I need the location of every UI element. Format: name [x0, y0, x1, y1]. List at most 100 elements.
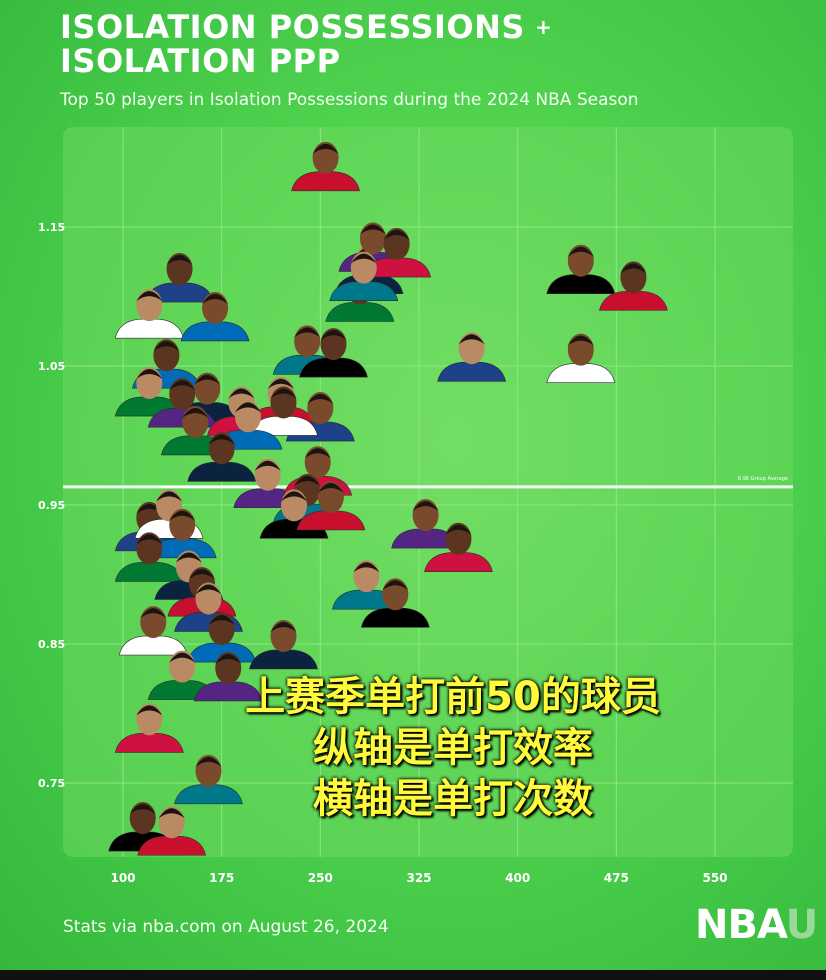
x-tick-label: 550 [702, 871, 727, 885]
player-jersey [325, 302, 395, 322]
player-point [285, 392, 355, 442]
player-hair [136, 534, 163, 545]
caption-line-2: 纵轴是单打效率 [313, 725, 593, 771]
player-hair [195, 584, 222, 595]
player-jersey [546, 274, 616, 294]
player-jersey [180, 321, 250, 342]
player-hair [136, 291, 163, 302]
player-point [114, 532, 184, 582]
player-point [259, 489, 329, 539]
player-point [599, 261, 668, 311]
player-point [329, 251, 399, 301]
title-plus: + [534, 15, 553, 39]
x-tick-label: 100 [110, 871, 135, 885]
player-point [360, 578, 430, 628]
player-hair [175, 552, 202, 563]
player-hair [267, 378, 294, 389]
player-hair [136, 369, 163, 380]
player-jersey [114, 318, 184, 339]
player-hair [234, 402, 261, 413]
player-jersey [137, 835, 207, 856]
y-tick-label: 0.85 [38, 638, 65, 651]
y-tick-label: 0.95 [38, 499, 65, 512]
player-point [362, 228, 432, 278]
player-jersey [599, 291, 668, 311]
player-jersey [329, 281, 399, 301]
player-jersey [114, 733, 184, 753]
player-hair [412, 501, 439, 512]
chinese-caption: 上赛季单打前50的球员 纵轴是单打效率 横轴是单打次数 [0, 672, 826, 825]
player-hair [169, 652, 196, 663]
player-hair [158, 808, 185, 819]
player-jersey [360, 608, 430, 628]
player-jersey [291, 171, 360, 192]
player-hair [140, 608, 167, 619]
player-jersey [546, 363, 616, 383]
nbau-logo: NBAU [695, 902, 819, 948]
player-hair [208, 615, 235, 626]
player-point [437, 332, 507, 382]
player-hair [445, 524, 472, 535]
player-hair [169, 510, 196, 521]
x-tick-label: 175 [209, 871, 234, 885]
player-hair [317, 483, 344, 493]
player-point [187, 613, 257, 663]
player-hair [136, 705, 163, 716]
player-hair [567, 335, 594, 346]
player-jersey [193, 681, 263, 702]
player-hair [458, 334, 485, 345]
player-hair [254, 460, 281, 471]
player-point [249, 620, 318, 670]
player-point [193, 651, 263, 702]
y-tick-label: 0.75 [38, 777, 65, 790]
player-point [114, 367, 184, 417]
player-hair [353, 562, 380, 573]
player-jersey [299, 357, 368, 378]
player-point [391, 499, 460, 549]
x-tick-label: 325 [406, 871, 431, 885]
player-hair [304, 448, 331, 459]
y-tick-label: 1.15 [38, 221, 65, 234]
player-point [118, 606, 188, 656]
group-average-label: 0.96 Group Average [738, 476, 788, 482]
player-hair [194, 374, 221, 385]
player-hair [567, 246, 594, 257]
player-hair [281, 491, 308, 502]
player-point [249, 386, 318, 436]
caption-line-3: 横轴是单打次数 [313, 776, 593, 822]
player-hair [129, 804, 156, 815]
player-hair [169, 380, 196, 391]
player-hair [270, 388, 297, 399]
player-point [546, 244, 616, 294]
caption-line-1: 上赛季单打前50的球员 [245, 674, 661, 720]
player-jersey [187, 642, 257, 663]
player-point [296, 481, 366, 531]
player-jersey [437, 361, 507, 382]
player-hair [195, 756, 222, 767]
player-hair [166, 255, 193, 266]
player-point [546, 333, 616, 383]
player-point [147, 508, 217, 559]
player-hair [294, 327, 321, 338]
bottom-bar [0, 970, 826, 980]
player-jersey [187, 462, 257, 482]
chart-title: ISOLATION POSSESSIONS + ISOLATION PPP [60, 10, 552, 78]
y-tick-label: 1.05 [38, 360, 65, 373]
player-point [114, 289, 184, 339]
player-hair [359, 224, 386, 235]
player-point [291, 141, 360, 192]
logo-u: U [785, 902, 819, 948]
player-hair [156, 491, 183, 502]
player-jersey [174, 784, 243, 805]
player-hair [312, 143, 339, 154]
player-hair [202, 293, 229, 304]
player-point [424, 522, 493, 572]
player-jersey [424, 552, 493, 572]
chart-subtitle: Top 50 players in Isolation Possessions … [60, 90, 639, 110]
player-point [187, 432, 257, 482]
logo-main: NBA [695, 902, 787, 948]
player-point [137, 806, 207, 856]
player-hair [153, 341, 180, 352]
player-hair [136, 503, 163, 514]
